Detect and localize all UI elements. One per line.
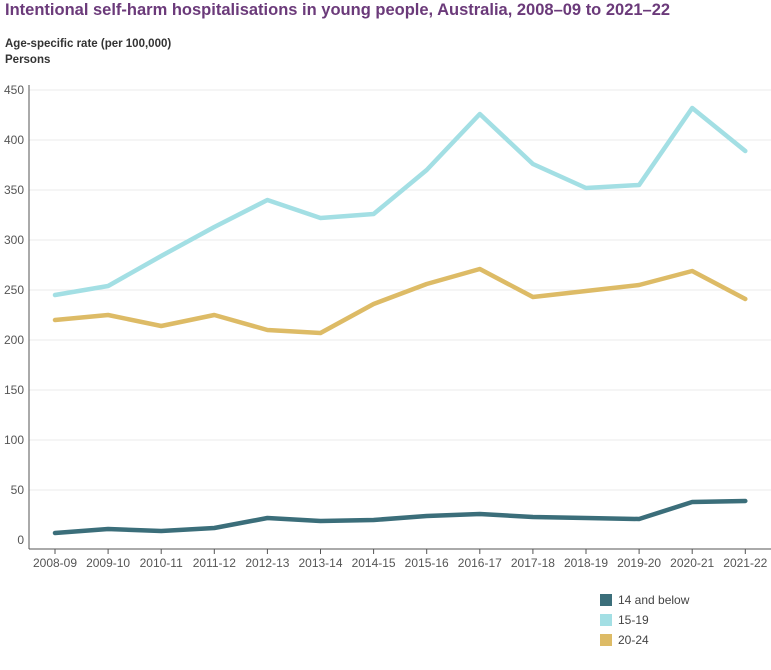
legend-swatch [600, 594, 612, 606]
x-tick-label: 2020-21 [670, 556, 714, 570]
x-tick-label: 2016-17 [458, 556, 502, 570]
x-tick-label: 2010-11 [140, 556, 183, 570]
y-tick-label: 150 [4, 383, 24, 397]
x-tick-label: 2011-12 [193, 556, 236, 570]
legend-swatch [600, 614, 612, 626]
y-tick-label: 50 [11, 483, 25, 497]
y-tick-label: 200 [4, 333, 24, 347]
y-axis-label: Age-specific rate (per 100,000) [5, 38, 172, 50]
y-tick-label: 450 [4, 83, 24, 97]
x-tick-label: 2012-13 [245, 556, 289, 570]
series-line-14-and-below [52, 498, 748, 536]
legend-item: 20-24 [600, 630, 689, 650]
y-tick-label: 400 [4, 133, 24, 147]
x-tick-label: 2008-09 [33, 556, 77, 570]
legend-label: 20-24 [618, 633, 649, 647]
x-tick-label: 2015-16 [405, 556, 449, 570]
x-tick-label: 2018-19 [564, 556, 608, 570]
x-tick-label: 2021-22 [723, 556, 767, 570]
x-tick-label: 2013-14 [298, 556, 342, 570]
chart-subtitle: Persons [5, 54, 51, 66]
series-line-20-24 [52, 266, 748, 336]
chart-legend: 14 and below 15-19 20-24 [600, 590, 689, 650]
x-tick-label: 2014-15 [352, 556, 396, 570]
legend-swatch [600, 634, 612, 646]
legend-item: 15-19 [600, 610, 689, 630]
legend-label: 14 and below [618, 593, 690, 607]
x-tick-label: 2009-10 [86, 556, 130, 570]
y-tick-label: 100 [4, 433, 24, 447]
chart-title: Intentional self-harm hospitalisations i… [5, 1, 671, 19]
y-tick-label: 250 [4, 283, 24, 297]
x-tick-label: 2017-18 [511, 556, 555, 570]
series-line-15-19 [52, 105, 748, 298]
y-tick-label: 0 [17, 533, 24, 547]
y-tick-label: 350 [4, 183, 24, 197]
y-tick-label: 300 [4, 233, 24, 247]
legend-label: 15-19 [618, 613, 649, 627]
legend-item: 14 and below [600, 590, 689, 610]
x-tick-label: 2019-20 [617, 556, 661, 570]
